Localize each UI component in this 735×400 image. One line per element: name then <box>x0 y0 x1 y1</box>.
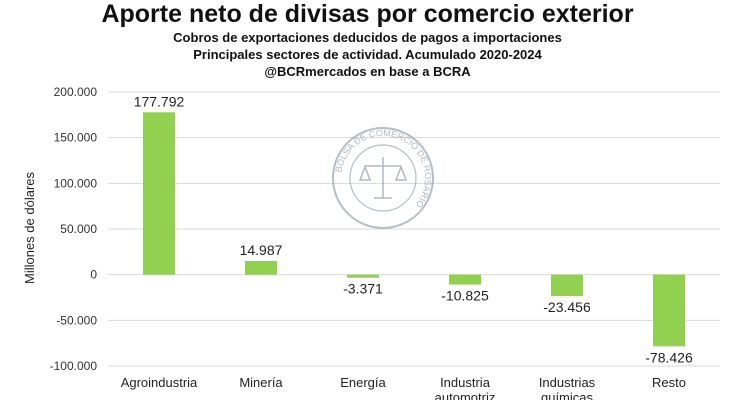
data-label: 14.987 <box>240 242 283 258</box>
seal-outer-ring <box>332 127 434 229</box>
chart-subtitle-line-2: Principales sectores de actividad. Acumu… <box>193 47 542 62</box>
data-label: 177.792 <box>134 93 185 109</box>
chart-title: Aporte neto de divisas por comercio exte… <box>101 0 634 28</box>
y-tick-label: -100.000 <box>50 359 98 373</box>
category-label: automotriz <box>435 390 496 400</box>
y-tick-label: 200.000 <box>54 85 98 99</box>
category-labels: Agroindustria Minería Energía Industriaauto… <box>121 375 686 400</box>
data-label: -10.825 <box>441 288 489 304</box>
chart-subtitle-line-1: Cobros de exportaciones deducidos de pag… <box>173 30 562 45</box>
bar <box>245 260 277 275</box>
bcr-seal-watermark: BOLSA DE COMERCIO DE ROSARIO <box>332 127 434 229</box>
chart-subtitle-line-3: @BCRmercados en base a BCRA <box>264 64 471 79</box>
data-label: -3.371 <box>343 281 383 297</box>
data-labels: 177.792 14.987 -3.371 -10.825 -23.456 -78.426 <box>134 93 693 365</box>
category-label: Industrias <box>539 375 596 390</box>
y-axis-label: Millones de dólares <box>22 172 37 285</box>
bars <box>143 112 685 347</box>
scales-icon <box>358 157 408 199</box>
y-tick-label: 100.000 <box>54 176 98 190</box>
category-label: Energía <box>340 375 386 390</box>
y-axis-ticks: 200.000 150.000 100.000 50.000 0 -50.000 -100.… <box>50 85 98 373</box>
category-label: Resto <box>652 375 686 390</box>
category-label: Agroindustria <box>121 375 198 390</box>
seal-inner-ring <box>349 144 417 212</box>
category-label: Industria <box>440 375 491 390</box>
y-tick-label: 50.000 <box>60 222 97 236</box>
y-tick-label: -50.000 <box>56 313 97 327</box>
bar <box>143 112 175 275</box>
category-label: químicas <box>541 390 594 400</box>
bar <box>653 274 685 347</box>
y-tick-label: 0 <box>90 268 97 282</box>
gridlines <box>108 91 720 367</box>
category-label: Minería <box>239 375 283 390</box>
data-label: -78.426 <box>645 349 693 365</box>
y-tick-label: 150.000 <box>54 131 98 145</box>
bar <box>551 274 583 297</box>
data-label: -23.456 <box>543 299 591 315</box>
bar <box>347 274 379 278</box>
bar <box>449 274 481 285</box>
